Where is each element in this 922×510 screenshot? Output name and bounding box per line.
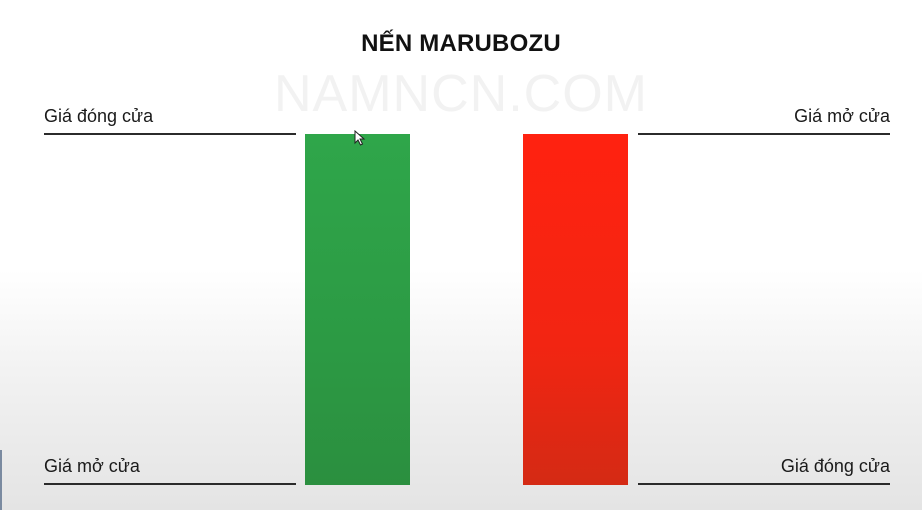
- diagram-title: NẾN MARUBOZU: [361, 30, 561, 57]
- bullish-open-price-line: [44, 483, 296, 485]
- bearish-open-price-line: [638, 133, 890, 135]
- bullish-marubozu-candle: [305, 134, 410, 485]
- bullish-close-price-label: Giá đóng cửa: [44, 106, 154, 126]
- bearish-open-price-label: Giá mở cửa: [794, 106, 890, 126]
- bearish-close-price-label: Giá đóng cửa: [780, 456, 890, 476]
- mouse-pointer-icon: [354, 130, 366, 146]
- watermark-text: NAMNCN.COM: [274, 65, 648, 123]
- window-edge: [0, 450, 2, 510]
- bullish-close-price-line: [44, 133, 296, 135]
- bearish-marubozu-candle: [523, 134, 628, 485]
- bullish-open-price-label: Giá mở cửa: [44, 456, 140, 476]
- bearish-close-price-line: [638, 483, 890, 485]
